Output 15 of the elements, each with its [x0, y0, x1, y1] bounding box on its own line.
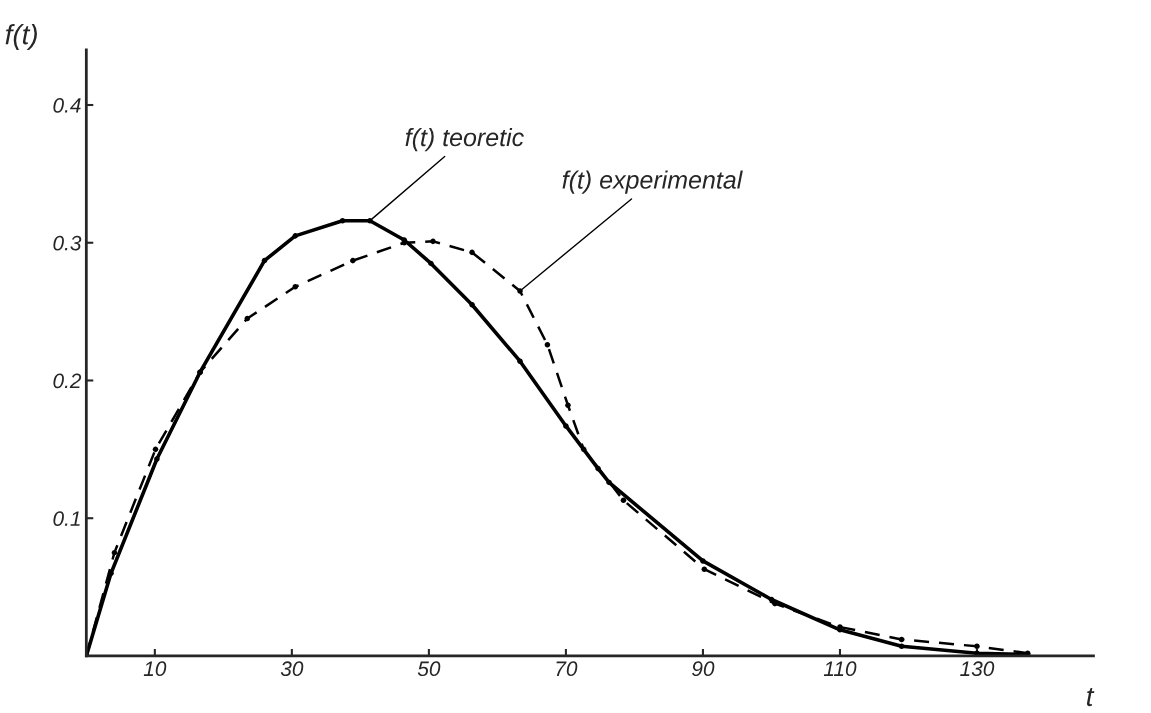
y-tick-label: 0.4 [53, 98, 81, 113]
y-tick-label: 0.2 [53, 373, 82, 389]
y-tick-label: 0.3 [53, 235, 82, 251]
annotation: f(t) experimental [562, 170, 743, 194]
x-tick-label: 10 [143, 661, 167, 677]
annotation: f(t) teoretic [405, 127, 524, 152]
y-tick-label: 0.1 [53, 511, 80, 526]
x-tick-label: 110 [823, 661, 857, 677]
y-axis-title: f(t) [5, 24, 37, 50]
x-tick-label: 30 [280, 661, 304, 677]
x-tick-label: 70 [556, 661, 578, 677]
x-axis-title: t [1087, 687, 1095, 707]
x-tick-label: 50 [417, 661, 441, 677]
x-tick-label: 130 [960, 661, 995, 677]
x-tick-label: 90 [692, 661, 715, 677]
